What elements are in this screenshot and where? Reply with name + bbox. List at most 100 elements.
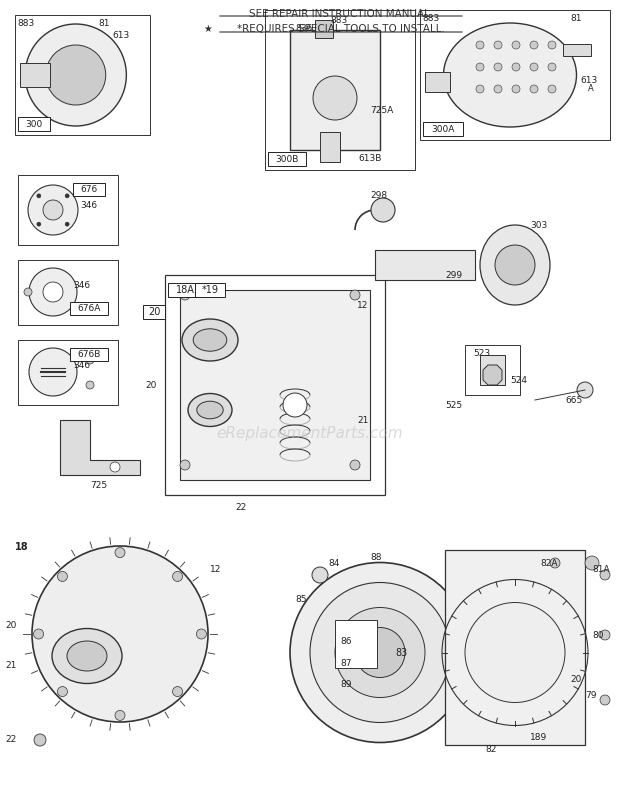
- Ellipse shape: [193, 329, 227, 351]
- Text: 300A: 300A: [432, 125, 454, 133]
- Circle shape: [600, 570, 610, 580]
- Circle shape: [313, 76, 357, 120]
- Circle shape: [371, 198, 395, 222]
- Ellipse shape: [67, 641, 107, 671]
- Text: 18: 18: [15, 542, 29, 552]
- Circle shape: [180, 460, 190, 470]
- Bar: [562, 43, 590, 55]
- Circle shape: [172, 571, 182, 581]
- Text: 20: 20: [145, 380, 156, 390]
- Circle shape: [476, 41, 484, 49]
- Bar: [320, 132, 340, 162]
- Text: 299: 299: [445, 271, 462, 279]
- Text: 86: 86: [340, 638, 352, 646]
- Bar: [480, 355, 505, 385]
- Text: 83: 83: [395, 648, 407, 657]
- Text: 300B: 300B: [275, 155, 299, 163]
- Circle shape: [530, 85, 538, 93]
- Circle shape: [600, 630, 610, 640]
- Circle shape: [28, 185, 78, 235]
- Circle shape: [350, 460, 360, 470]
- Circle shape: [283, 393, 307, 417]
- Bar: [315, 20, 333, 38]
- Circle shape: [65, 194, 69, 198]
- Circle shape: [476, 63, 484, 71]
- Circle shape: [110, 462, 120, 472]
- Text: 12: 12: [357, 301, 368, 309]
- Bar: [465, 345, 520, 395]
- Bar: [180, 290, 370, 480]
- Text: 676: 676: [81, 185, 97, 194]
- Text: eReplacementParts.com: eReplacementParts.com: [216, 426, 404, 442]
- Circle shape: [86, 381, 94, 389]
- Circle shape: [548, 85, 556, 93]
- Text: 613B: 613B: [358, 154, 381, 163]
- Circle shape: [312, 567, 328, 583]
- Text: 81A: 81A: [592, 564, 609, 574]
- Text: 725A: 725A: [370, 106, 393, 114]
- Circle shape: [530, 63, 538, 71]
- Polygon shape: [60, 420, 140, 475]
- Bar: [268, 152, 306, 166]
- Bar: [290, 30, 380, 150]
- Bar: [165, 275, 385, 495]
- Text: 84: 84: [328, 559, 339, 567]
- Circle shape: [24, 288, 32, 296]
- Text: 20: 20: [5, 620, 16, 630]
- Text: 80: 80: [592, 630, 603, 640]
- Text: 676B: 676B: [78, 350, 100, 359]
- Circle shape: [34, 734, 46, 746]
- Text: 81: 81: [570, 13, 582, 23]
- Circle shape: [32, 546, 208, 722]
- Bar: [143, 305, 165, 319]
- Text: 665: 665: [565, 395, 582, 405]
- Text: 22: 22: [5, 735, 16, 745]
- Text: *REQUIRES SPECIAL TOOLS TO INSTALL.: *REQUIRES SPECIAL TOOLS TO INSTALL.: [237, 24, 445, 34]
- Circle shape: [476, 85, 484, 93]
- Circle shape: [465, 603, 565, 702]
- Bar: [18, 340, 118, 405]
- Circle shape: [37, 194, 41, 198]
- Circle shape: [355, 627, 405, 678]
- Circle shape: [512, 63, 520, 71]
- Circle shape: [43, 282, 63, 302]
- Text: 81: 81: [99, 18, 110, 28]
- Text: 20: 20: [148, 307, 160, 317]
- Text: 346: 346: [80, 200, 97, 210]
- Text: 883: 883: [422, 13, 439, 23]
- Polygon shape: [483, 365, 502, 385]
- Circle shape: [33, 629, 43, 639]
- Text: 18A: 18A: [175, 285, 195, 295]
- Circle shape: [46, 45, 106, 105]
- Text: 82A: 82A: [540, 559, 557, 567]
- Circle shape: [350, 290, 360, 300]
- Circle shape: [530, 41, 538, 49]
- Circle shape: [512, 41, 520, 49]
- Circle shape: [548, 63, 556, 71]
- Text: 12: 12: [210, 566, 221, 574]
- Circle shape: [115, 548, 125, 558]
- Bar: [18, 117, 50, 131]
- Circle shape: [550, 558, 560, 568]
- Bar: [195, 283, 225, 297]
- Text: 189: 189: [530, 734, 547, 742]
- Text: 88: 88: [370, 552, 381, 562]
- Text: 20: 20: [570, 675, 582, 685]
- Ellipse shape: [182, 319, 238, 361]
- Circle shape: [585, 556, 599, 570]
- Circle shape: [86, 356, 94, 364]
- Bar: [445, 550, 585, 745]
- Text: 883: 883: [17, 18, 34, 28]
- Circle shape: [495, 245, 535, 285]
- Text: 85: 85: [295, 596, 306, 604]
- Text: 346: 346: [73, 361, 90, 369]
- Circle shape: [172, 686, 182, 697]
- Bar: [70, 348, 108, 361]
- Bar: [265, 10, 415, 170]
- Text: 883: 883: [330, 16, 347, 24]
- Circle shape: [37, 222, 41, 226]
- Circle shape: [29, 348, 77, 396]
- Bar: [73, 183, 105, 196]
- Ellipse shape: [25, 24, 126, 126]
- Text: 303: 303: [530, 220, 547, 230]
